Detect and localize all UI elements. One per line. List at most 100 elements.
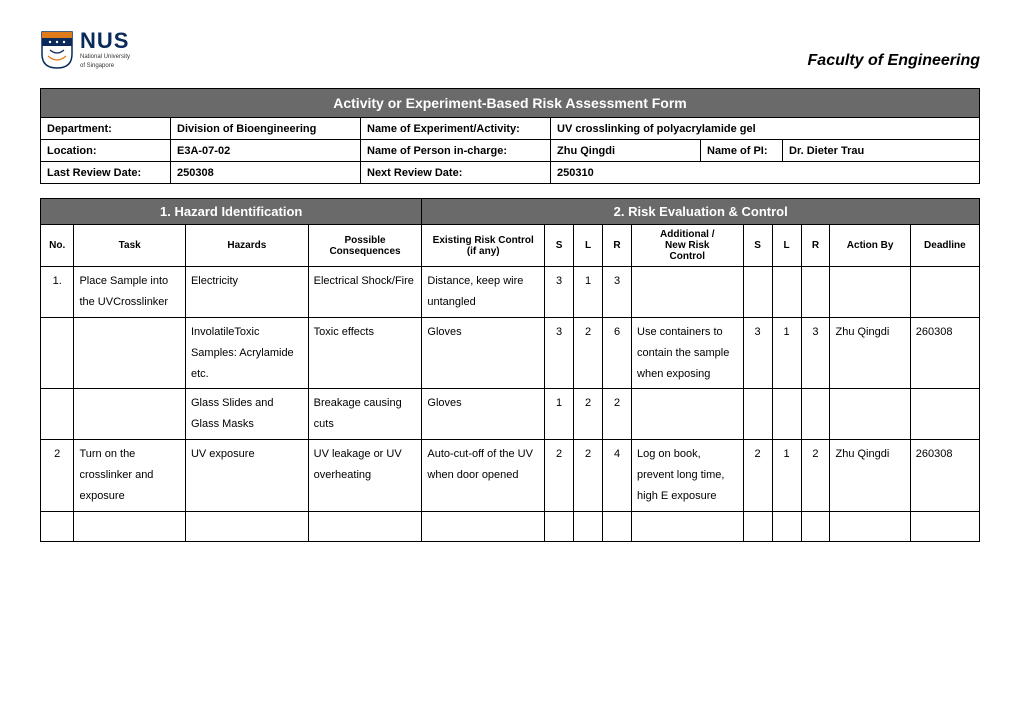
cell: 3 — [603, 267, 632, 318]
cell: Glass Slides and Glass Masks — [185, 389, 308, 440]
col-add: Additional /New RiskControl — [632, 225, 744, 267]
cell — [308, 511, 422, 541]
crest-icon — [40, 30, 74, 70]
cell: Gloves — [422, 389, 545, 440]
cell: 6 — [603, 317, 632, 389]
cell: Place Sample into the UVCrosslinker — [74, 267, 186, 318]
cell — [41, 389, 74, 440]
section-hazard: 1. Hazard Identification — [41, 199, 422, 225]
col-l2: L — [772, 225, 801, 267]
cell: Zhu Qingdi — [830, 440, 910, 512]
pic-value: Zhu Qingdi — [551, 140, 701, 162]
cell — [422, 511, 545, 541]
cell — [772, 267, 801, 318]
cell: Gloves — [422, 317, 545, 389]
cell: Auto-cut-off of the UV when door opened — [422, 440, 545, 512]
main-table: 1. Hazard Identification 2. Risk Evaluat… — [40, 198, 980, 542]
cell — [41, 317, 74, 389]
col-no: No. — [41, 225, 74, 267]
cell: Electrical Shock/Fire — [308, 267, 422, 318]
cell: 1 — [545, 389, 574, 440]
cell — [632, 389, 744, 440]
cell — [632, 267, 744, 318]
cell: 3 — [743, 317, 772, 389]
cell: 1. — [41, 267, 74, 318]
cell: 2 — [41, 440, 74, 512]
cell — [801, 511, 830, 541]
col-deadline: Deadline — [910, 225, 979, 267]
pic-label: Name of Person in-charge: — [361, 140, 551, 162]
col-exist: Existing Risk Control(if any) — [422, 225, 545, 267]
cell — [910, 267, 979, 318]
cell: 260308 — [910, 440, 979, 512]
loc-label: Location: — [41, 140, 171, 162]
table-row: InvolatileToxic Samples: Acrylamide etc.… — [41, 317, 980, 389]
faculty-title: Faculty of Engineering — [808, 52, 980, 70]
cell: Log on book, prevent long time, high E e… — [632, 440, 744, 512]
cell — [185, 511, 308, 541]
page-header: NUS National University of Singapore Fac… — [40, 30, 980, 70]
cell: UV leakage or UV overheating — [308, 440, 422, 512]
cell: Breakage causing cuts — [308, 389, 422, 440]
dept-label: Department: — [41, 118, 171, 140]
section-risk: 2. Risk Evaluation & Control — [422, 199, 980, 225]
next-label: Next Review Date: — [361, 162, 551, 184]
logo-sub1: National University — [80, 54, 130, 61]
cell: Zhu Qingdi — [830, 317, 910, 389]
cell — [574, 511, 603, 541]
cell: Distance, keep wire untangled — [422, 267, 545, 318]
exp-value: UV crosslinking of polyacrylamide gel — [551, 118, 980, 140]
logo-sub2: of Singapore — [80, 63, 130, 70]
last-value: 250308 — [171, 162, 361, 184]
col-action: Action By — [830, 225, 910, 267]
cell — [743, 267, 772, 318]
cell — [603, 511, 632, 541]
cell — [910, 389, 979, 440]
cell: 2 — [574, 317, 603, 389]
cell — [74, 317, 186, 389]
nus-logo: NUS National University of Singapore — [40, 30, 130, 70]
cell: 2 — [801, 440, 830, 512]
col-cons: Possible Consequences — [308, 225, 422, 267]
table-row: 1.Place Sample into the UVCrosslinkerEle… — [41, 267, 980, 318]
cell — [801, 389, 830, 440]
exp-label: Name of Experiment/Activity: — [361, 118, 551, 140]
cell: 2 — [743, 440, 772, 512]
cell — [830, 389, 910, 440]
cell: UV exposure — [185, 440, 308, 512]
col-hazards: Hazards — [185, 225, 308, 267]
cell: 3 — [801, 317, 830, 389]
cell — [545, 511, 574, 541]
cell — [74, 389, 186, 440]
pi-label: Name of PI: — [701, 140, 783, 162]
pi-value: Dr. Dieter Trau — [783, 140, 980, 162]
cell — [74, 511, 186, 541]
cell: 1 — [772, 440, 801, 512]
cell: 2 — [574, 389, 603, 440]
cell: 3 — [545, 267, 574, 318]
next-value: 250310 — [551, 162, 980, 184]
cell: 260308 — [910, 317, 979, 389]
col-l1: L — [574, 225, 603, 267]
cell: Use containers to contain the sample whe… — [632, 317, 744, 389]
cell — [743, 389, 772, 440]
cell: 1 — [772, 317, 801, 389]
cell — [743, 511, 772, 541]
cell — [830, 267, 910, 318]
col-s2: S — [743, 225, 772, 267]
table-row — [41, 511, 980, 541]
cell: Toxic effects — [308, 317, 422, 389]
logo-letters: NUS — [80, 30, 130, 52]
cell: Electricity — [185, 267, 308, 318]
cell: 2 — [603, 389, 632, 440]
meta-table: Activity or Experiment-Based Risk Assess… — [40, 88, 980, 184]
cell — [41, 511, 74, 541]
cell: 1 — [574, 267, 603, 318]
cell — [801, 267, 830, 318]
col-r2: R — [801, 225, 830, 267]
cell: 2 — [574, 440, 603, 512]
cell: 2 — [545, 440, 574, 512]
cell — [830, 511, 910, 541]
cell — [910, 511, 979, 541]
cell: 3 — [545, 317, 574, 389]
